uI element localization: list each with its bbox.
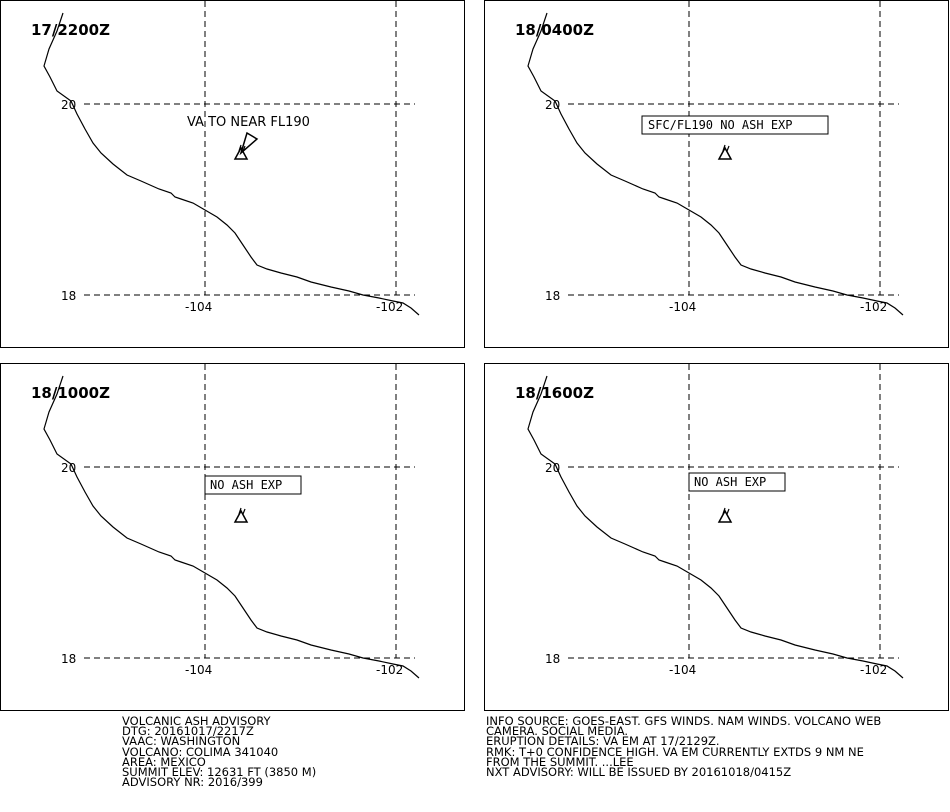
time-label: 18/0400Z (515, 21, 594, 39)
map-panel-2: 18/0400Z 20 18 -104 -102 SFC/FL190 NO AS… (484, 0, 949, 348)
lon-label-102: -102 (376, 663, 403, 677)
advisory-line: RMK: T+0 CONFIDENCE HIGH. VA EM CURRENTL… (486, 744, 864, 759)
ash-label: VA TO NEAR FL190 (187, 115, 310, 130)
advisory-line: ERUPTION DETAILS: VA EM AT 17/2129Z. (486, 734, 720, 749)
ash-label: NO ASH EXP (694, 475, 766, 489)
volcano-icon (717, 144, 733, 160)
advisory-header-left: VOLCANIC ASH ADVISORY DTG: 20161017/2217… (122, 714, 317, 790)
ash-label: NO ASH EXP (210, 478, 282, 492)
advisory-line: AREA: MEXICO (122, 754, 206, 769)
map-canvas: 17/2200Z 20 18 -104 -102 VA TO NEAR FL19… (31, 1, 420, 316)
lat-label-20: 20 (545, 98, 560, 112)
ash-label-box (204, 475, 302, 495)
lat-label-20: 20 (61, 461, 76, 475)
lon-label-104: -104 (669, 300, 696, 314)
map-panel-3: 18/1000Z 20 18 -104 -102 NO ASH EXP (0, 363, 465, 711)
lat-label-18: 18 (61, 652, 76, 666)
ash-label-box (641, 115, 829, 135)
advisory-line: DTG: 20161017/2217Z (122, 724, 254, 739)
map-canvas: 18/1600Z 20 18 -104 -102 NO ASH EXP (515, 364, 904, 679)
coastline (43, 12, 420, 316)
coastline (527, 12, 904, 316)
map-canvas: 18/1000Z 20 18 -104 -102 NO ASH EXP (31, 364, 420, 679)
ash-label: SFC/FL190 NO ASH EXP (648, 118, 793, 132)
lon-label-102: -102 (376, 300, 403, 314)
lat-label-18: 18 (61, 289, 76, 303)
lon-label-104: -104 (185, 663, 212, 677)
lon-label-104: -104 (669, 663, 696, 677)
coastline (527, 375, 904, 679)
lon-label-104: -104 (185, 300, 212, 314)
lat-label-20: 20 (61, 98, 76, 112)
advisory-line: INFO SOURCE: GOES-EAST. GFS WINDS. NAM W… (486, 714, 882, 728)
advisory-line: FROM THE SUMMIT. ...LEE (486, 754, 634, 769)
lon-label-102: -102 (860, 300, 887, 314)
advisory-line: ADVISORY NR: 2016/399 (122, 775, 263, 790)
lon-label-102: -102 (860, 663, 887, 677)
map-panel-4: 18/1600Z 20 18 -104 -102 NO ASH EXP (484, 363, 949, 711)
ash-plume-icon (239, 131, 259, 156)
volcano-icon (233, 144, 249, 160)
advisory-line: SUMMIT ELEV: 12631 FT (3850 M) (122, 765, 317, 780)
advisory-line: NXT ADVISORY: WILL BE ISSUED BY 20161018… (486, 765, 792, 780)
lat-label-18: 18 (545, 289, 560, 303)
time-label: 18/1600Z (515, 384, 594, 402)
advisory-line: VAAC: WASHINGTON (122, 734, 241, 749)
advisory-line: CAMERA. SOCIAL MEDIA. (486, 724, 629, 739)
map-canvas: 18/0400Z 20 18 -104 -102 SFC/FL190 NO AS… (515, 1, 904, 316)
advisory-line: VOLCANIC ASH ADVISORY (122, 714, 271, 728)
lat-label-20: 20 (545, 461, 560, 475)
volcano-icon (233, 507, 249, 523)
advisory-details-right: INFO SOURCE: GOES-EAST. GFS WINDS. NAM W… (486, 714, 882, 780)
advisory-line: VOLCANO: COLIMA 341040 (122, 744, 279, 759)
ash-label-box (688, 472, 786, 492)
lat-label-18: 18 (545, 652, 560, 666)
time-label: 17/2200Z (31, 21, 110, 39)
volcano-icon (717, 507, 733, 523)
map-panel-1: 17/2200Z 20 18 -104 -102 VA TO NEAR FL19… (0, 0, 465, 348)
coastline (43, 375, 420, 679)
time-label: 18/1000Z (31, 384, 110, 402)
